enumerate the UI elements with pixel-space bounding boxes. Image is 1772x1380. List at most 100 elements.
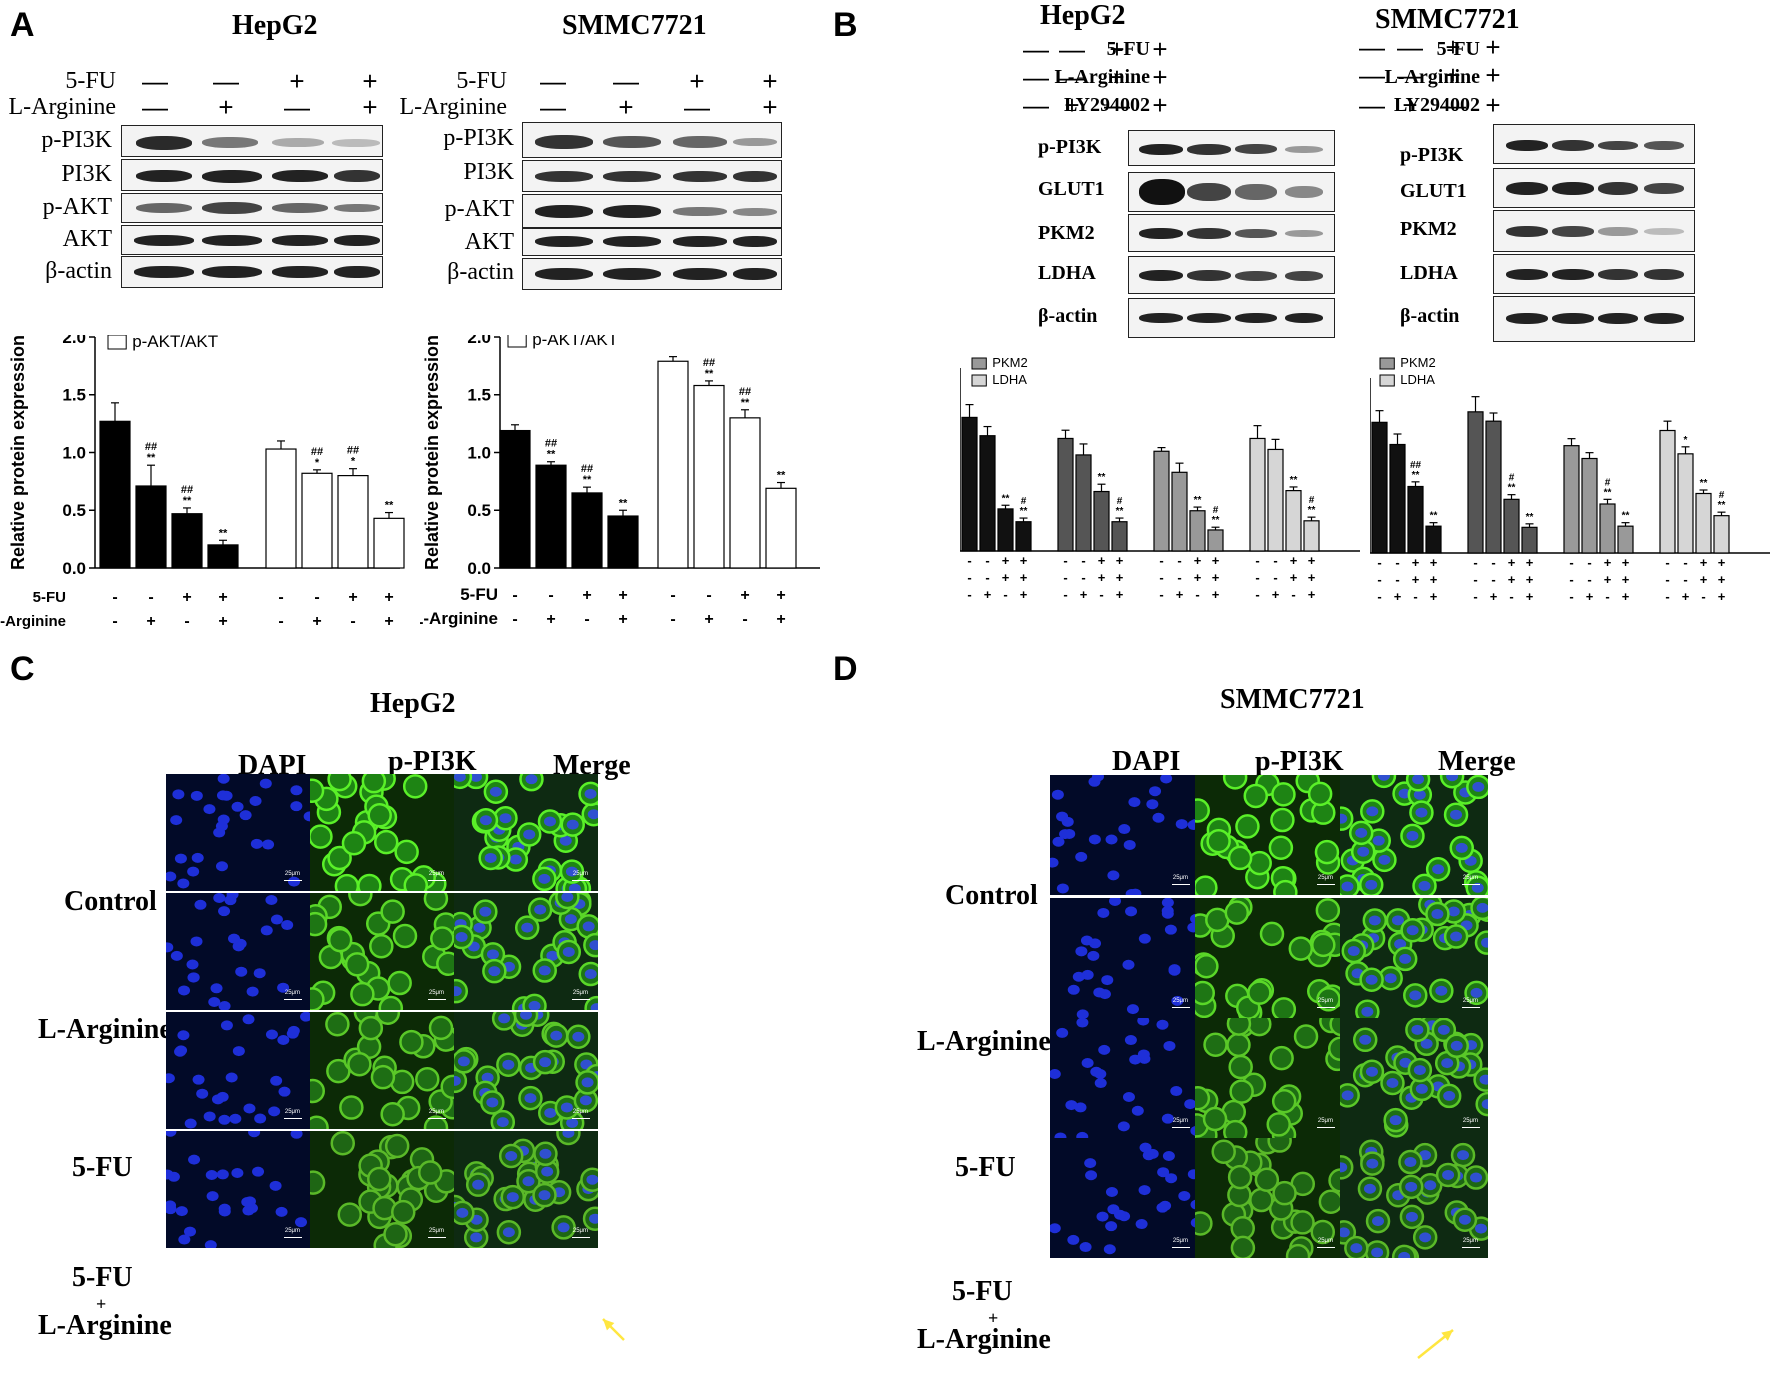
cell-nucleus: [1054, 1132, 1067, 1138]
scale-bar-label: 25μm: [428, 1228, 444, 1234]
cell-nucleus: [166, 1169, 174, 1180]
cell-nucleus: [1386, 1078, 1399, 1089]
cell-cytoplasm: [392, 923, 418, 949]
x-row-sign: +: [1622, 572, 1630, 587]
cell-nucleus: [1450, 931, 1463, 942]
x-row-label: 5-FU: [33, 589, 66, 606]
row-label-combo-arg: L-Arginine: [917, 1324, 1051, 1355]
x-row-sign: +: [1430, 555, 1438, 570]
treatment-sign: —: [142, 66, 168, 96]
significance-mark: **: [219, 527, 228, 539]
x-row-sign: -: [1473, 555, 1477, 570]
cell-cytoplasm: [1195, 980, 1215, 1006]
legend-swatch: [107, 335, 127, 350]
cell-nucleus: [1067, 984, 1080, 995]
scale-bar-label: 25μm: [1317, 998, 1333, 1004]
micrograph-cells: [1340, 775, 1488, 895]
scale-bar-label: 25μm: [284, 1109, 300, 1115]
x-row-sign: -: [1491, 572, 1495, 587]
treatment-sign: +: [1152, 90, 1168, 120]
x-row-sign: -: [1255, 570, 1259, 585]
bar: [1153, 450, 1170, 552]
cell-nucleus: [1072, 971, 1085, 982]
x-row-sign: -: [1099, 587, 1103, 602]
cell-nucleus: [1171, 995, 1184, 1006]
cell-nucleus: [565, 866, 578, 877]
x-row-sign: -: [1473, 572, 1477, 587]
micrograph-merge: 25μm: [1340, 1138, 1488, 1258]
cell-nucleus: [268, 1106, 281, 1117]
x-row-sign: -: [278, 613, 283, 630]
x-row-sign: -: [1569, 555, 1573, 570]
row-label-5fu: 5-FU: [955, 1152, 1016, 1183]
cell-cytoplasm: [1230, 1235, 1256, 1258]
cell-nucleus: [1404, 1157, 1417, 1168]
western-blot-strip: [1493, 296, 1695, 342]
cell-nucleus: [502, 1059, 515, 1070]
cell-nucleus: [1050, 1223, 1061, 1234]
x-row-sign: +: [1394, 589, 1402, 604]
cell-nucleus: [1137, 1018, 1150, 1026]
cell-nucleus: [1437, 1024, 1450, 1035]
cell-nucleus: [1415, 807, 1428, 818]
micrograph-cells: [166, 893, 294, 1010]
cell-nucleus: [564, 914, 577, 925]
significance-mark: **: [385, 500, 394, 512]
x-row-sign: +: [1116, 570, 1124, 585]
cell-nucleus: [1341, 1090, 1354, 1101]
panel-a-smmc-title: SMMC7721: [562, 10, 707, 41]
cell-nucleus: [1103, 1244, 1116, 1255]
cell-nucleus: [1114, 1209, 1127, 1220]
western-blot-strip: [121, 225, 383, 255]
cell-nucleus: [1406, 925, 1419, 936]
significance-mark: *: [315, 457, 320, 469]
treatment-sign: —: [1397, 32, 1423, 62]
micrograph-dapi: 25μm: [166, 893, 310, 1010]
x-row-sign: +: [1212, 570, 1220, 585]
x-row-sign: -: [112, 589, 117, 606]
cell-nucleus: [250, 838, 263, 849]
x-row-sign: -: [1159, 587, 1163, 602]
cell-nucleus: [1076, 1131, 1089, 1138]
row-label-l-arginine: L-Arginine: [38, 1014, 172, 1045]
row-label-5fu: 5-FU: [72, 1152, 133, 1183]
cell-nucleus: [172, 789, 185, 800]
cell-cytoplasm: [327, 774, 352, 792]
cell-nucleus: [290, 1131, 303, 1139]
significance-mark: **: [1194, 495, 1202, 506]
x-row-sign: +: [1622, 555, 1630, 570]
x-row-sign: +: [1682, 589, 1690, 604]
significance-mark: ##: [703, 357, 715, 369]
x-row-sign: -: [1063, 587, 1067, 602]
cell-nucleus: [1129, 888, 1142, 895]
bar: [337, 475, 369, 569]
x-row-sign: +: [1002, 570, 1010, 585]
significance-mark: **: [1718, 500, 1726, 511]
bar: [171, 513, 203, 569]
cell-cytoplasm: [310, 987, 325, 1010]
cell-nucleus: [220, 790, 233, 801]
cell-cytoplasm: [1285, 1243, 1311, 1258]
cell-nucleus: [1368, 915, 1381, 926]
treatment-sign: +: [1445, 32, 1461, 62]
cell-nucleus: [1363, 1183, 1376, 1194]
cell-nucleus: [1476, 902, 1488, 913]
cell-cytoplasm: [1270, 807, 1295, 833]
cell-nucleus: [1415, 1083, 1428, 1094]
bar: [1563, 445, 1580, 554]
cell-nucleus: [170, 815, 183, 826]
treatment-sign: —: [142, 92, 168, 122]
treatment-sign: —: [284, 92, 310, 122]
cell-nucleus: [454, 774, 466, 782]
cell-nucleus: [1051, 789, 1064, 800]
legend-label: p-AKT/AKT: [132, 335, 218, 351]
cell-nucleus: [1470, 1172, 1483, 1183]
cell-nucleus: [484, 852, 497, 863]
cell-nucleus: [208, 996, 221, 1007]
cell-nucleus: [260, 925, 273, 936]
cell-nucleus: [187, 972, 200, 983]
y-tick-label: 1.0: [62, 443, 86, 462]
x-row-sign: +: [1308, 553, 1316, 568]
column-header: Merge: [1438, 746, 1516, 777]
treatment-sign: +: [1485, 90, 1501, 120]
